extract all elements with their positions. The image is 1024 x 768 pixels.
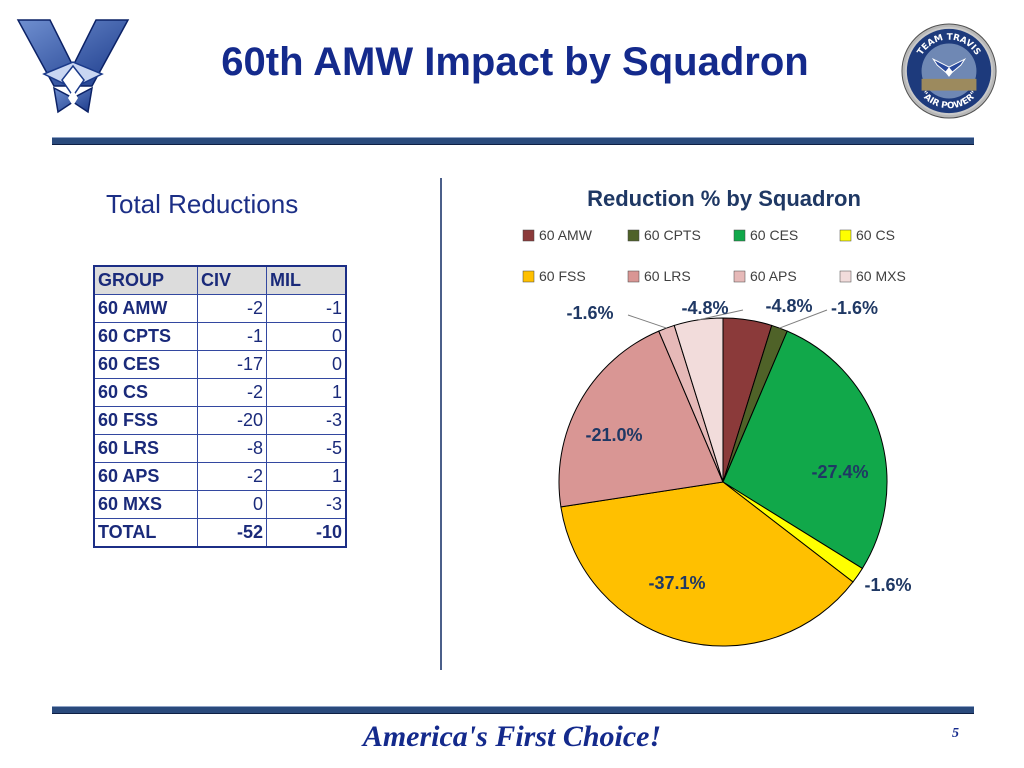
leader-line-60-cpts (779, 309, 828, 329)
pie-chart: Reduction % by Squadron 60 AMW 60 CPTS 60 … (522, 186, 912, 647)
cell-mil: -3 (266, 406, 347, 435)
legend-swatch-60-mxs (839, 270, 852, 283)
table-row: 60 MXS 0 -3 (93, 490, 347, 519)
table-heading: Total Reductions (106, 189, 299, 219)
data-label-60-fss: -37.1% (648, 573, 705, 593)
cell-civ: 0 (197, 490, 267, 519)
cell-group: 60 MXS (93, 490, 198, 519)
footer-divider (52, 706, 974, 714)
cell-mil: 1 (266, 462, 347, 491)
table-row: 60 LRS -8 -5 (93, 434, 347, 463)
cell-mil: -10 (266, 518, 347, 548)
header-divider (52, 137, 974, 145)
cell-mil: 0 (266, 350, 347, 379)
legend-label-60-fss: 60 FSS (539, 268, 586, 284)
label-leader-lines (627, 309, 828, 329)
header-group: GROUP (93, 265, 198, 295)
table-header-row: GROUP CIV MIL (93, 265, 347, 295)
team-travis-seal-logo: TEAM TRAVIS "AIR POWER" (901, 23, 997, 119)
chart-legend: 60 AMW 60 CPTS 60 CES 60 CS 60 FSS 60 LRS 60 A… (522, 227, 906, 284)
page-title: 60th AMW Impact by Squadron (221, 40, 809, 84)
leader-line-60-aps (627, 314, 667, 329)
cell-group: 60 CES (93, 350, 198, 379)
table-total-row: TOTAL -52 -10 (93, 518, 347, 548)
pie-slices (558, 317, 888, 647)
cell-civ: -1 (197, 322, 267, 351)
page-number: 5 (952, 726, 959, 741)
cell-mil: -3 (266, 490, 347, 519)
cell-mil: -5 (266, 434, 347, 463)
cell-group: 60 FSS (93, 406, 198, 435)
table-row: 60 AMW -2 -1 (93, 294, 347, 323)
legend-swatch-60-cs (839, 229, 852, 242)
cell-mil: -1 (266, 294, 347, 323)
cell-group: 60 APS (93, 462, 198, 491)
legend-label-60-cs: 60 CS (856, 227, 895, 243)
pie-slice-60-fss (560, 481, 854, 647)
legend-label-60-aps: 60 APS (750, 268, 797, 284)
data-label-60-mxs: -4.8% (681, 298, 728, 318)
pie-slice-60-ces (722, 330, 888, 570)
cell-civ: -52 (197, 518, 267, 548)
data-label-60-cs: -1.6% (864, 575, 911, 595)
air-force-symbol-logo (16, 19, 130, 114)
leader-line-60-mxs (698, 309, 744, 321)
table-row: 60 CES -17 0 (93, 350, 347, 379)
legend-swatch-60-ces (733, 229, 746, 242)
cell-civ: -2 (197, 378, 267, 407)
data-label-60-ces: -27.4% (811, 462, 868, 482)
cell-civ: -2 (197, 462, 267, 491)
legend-swatch-60-fss (522, 270, 535, 283)
reductions-table: GROUP CIV MIL 60 AMW -2 -1 60 CPTS -1 0 60 C… (93, 265, 347, 548)
cell-group: 60 CPTS (93, 322, 198, 351)
cell-group: TOTAL (93, 518, 198, 548)
header-civ: CIV (197, 265, 267, 295)
legend-label-60-amw: 60 AMW (539, 227, 593, 243)
legend-swatch-60-cpts (627, 229, 640, 242)
legend-swatch-60-lrs (627, 270, 640, 283)
cell-group: 60 AMW (93, 294, 198, 323)
data-labels: -4.8% -1.6% -27.4% -1.6% -37.1% -21.0% -1.6% -4… (566, 296, 911, 595)
data-label-60-amw: -4.8% (765, 296, 812, 316)
cell-mil: 0 (266, 322, 347, 351)
chart-title: Reduction % by Squadron (587, 186, 861, 211)
cell-civ: -17 (197, 350, 267, 379)
legend-swatch-60-aps (733, 270, 746, 283)
header-mil: MIL (266, 265, 347, 295)
legend-swatch-60-amw (522, 229, 535, 242)
legend-label-60-cpts: 60 CPTS (644, 227, 701, 243)
footer-tagline: America's First Choice! (362, 720, 662, 753)
cell-civ: -20 (197, 406, 267, 435)
cell-civ: -2 (197, 294, 267, 323)
pie-slice-60-mxs (673, 317, 724, 483)
vertical-divider (440, 178, 442, 670)
cell-group: 60 LRS (93, 434, 198, 463)
legend-label-60-lrs: 60 LRS (644, 268, 691, 284)
pie-slice-60-lrs (558, 330, 724, 508)
legend-label-60-mxs: 60 MXS (856, 268, 906, 284)
data-label-60-lrs: -21.0% (585, 425, 642, 445)
cell-civ: -8 (197, 434, 267, 463)
data-label-60-cpts: -1.6% (831, 298, 878, 318)
data-label-60-aps: -1.6% (566, 303, 613, 323)
table-row: 60 APS -2 1 (93, 462, 347, 491)
cell-mil: 1 (266, 378, 347, 407)
cell-group: 60 CS (93, 378, 198, 407)
table-row: 60 CPTS -1 0 (93, 322, 347, 351)
legend-label-60-ces: 60 CES (750, 227, 798, 243)
table-row: 60 FSS -20 -3 (93, 406, 347, 435)
table-row: 60 CS -2 1 (93, 378, 347, 407)
